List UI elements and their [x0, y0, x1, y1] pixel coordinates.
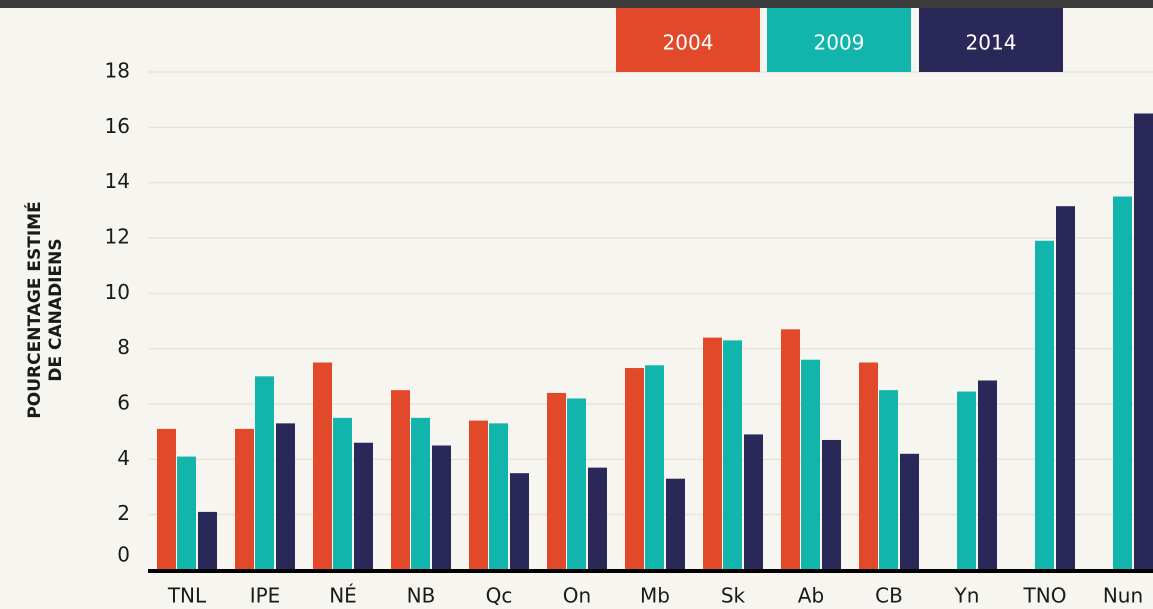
x-tick-label: Yn [954, 584, 980, 608]
legend-label: 2009 [814, 31, 865, 55]
bar [801, 359, 820, 570]
legend-swatch [767, 8, 911, 72]
bar [900, 453, 919, 570]
y-tick-label: 18 [105, 59, 130, 83]
y-tick-label: 8 [117, 335, 130, 359]
x-tick-label: Mb [640, 584, 670, 608]
bar [411, 417, 430, 570]
bar [567, 398, 586, 570]
x-tick-label: NÉ [329, 584, 357, 608]
bar [978, 380, 997, 570]
bar [391, 390, 410, 570]
bar [723, 340, 742, 570]
bar [666, 478, 685, 570]
bar [547, 392, 566, 570]
x-tick-label: TNO [1023, 584, 1067, 608]
bar [703, 337, 722, 570]
plot: 0 2 4 6 8 10 12 14 16 18 TNL IPE NÉ NB Qc On Mb Sk Ab CB Yn T… [105, 8, 1153, 608]
bar [313, 362, 332, 570]
x-tick-label: On [563, 584, 591, 608]
bar [157, 428, 176, 570]
y-tick-label: 6 [117, 391, 130, 415]
bar [645, 365, 664, 570]
bar [235, 428, 254, 570]
bar [177, 456, 196, 570]
bar [333, 417, 352, 570]
x-tick-label: IPE [250, 584, 281, 608]
y-tick-label: 10 [105, 280, 130, 304]
bar [469, 420, 488, 570]
y-tick-label: 4 [117, 446, 130, 470]
x-tick-label: CB [875, 584, 903, 608]
x-tick-label: Qc [486, 584, 513, 608]
bar [489, 423, 508, 570]
legend-label: 2004 [663, 31, 714, 55]
legend-swatch [919, 8, 1063, 72]
y-tick-label: 12 [105, 225, 130, 249]
bar [1056, 206, 1075, 570]
bar [822, 439, 841, 570]
x-tick-label: Ab [798, 584, 824, 608]
bar [255, 376, 274, 570]
bar [879, 390, 898, 570]
top-bar [0, 0, 1153, 8]
y-tick-label: 16 [105, 114, 130, 138]
bar [1113, 196, 1132, 570]
bar [276, 423, 295, 570]
y-tick-label: 14 [105, 169, 130, 193]
y-tick-label: 0 [117, 543, 130, 567]
bar [1035, 240, 1054, 570]
y-axis-title: DE CANADIENS [46, 238, 66, 381]
x-tick-label: Nun [1103, 584, 1143, 608]
bar [588, 467, 607, 570]
y-axis-title: POURCENTAGE ESTIMÉ [23, 201, 45, 418]
x-tick-label: Sk [721, 584, 746, 608]
bar [354, 442, 373, 570]
x-tick-label: NB [407, 584, 436, 608]
bar [510, 473, 529, 570]
x-tick-label: TNL [167, 584, 207, 608]
bar [744, 434, 763, 570]
bar [781, 329, 800, 570]
bar [957, 391, 976, 570]
bar [625, 368, 644, 570]
bar [859, 362, 878, 570]
bar [198, 511, 217, 570]
legend-label: 2014 [966, 31, 1017, 55]
legend-swatch [616, 8, 760, 72]
bar [1134, 113, 1153, 570]
bar [432, 445, 451, 570]
y-tick-label: 2 [117, 501, 130, 525]
